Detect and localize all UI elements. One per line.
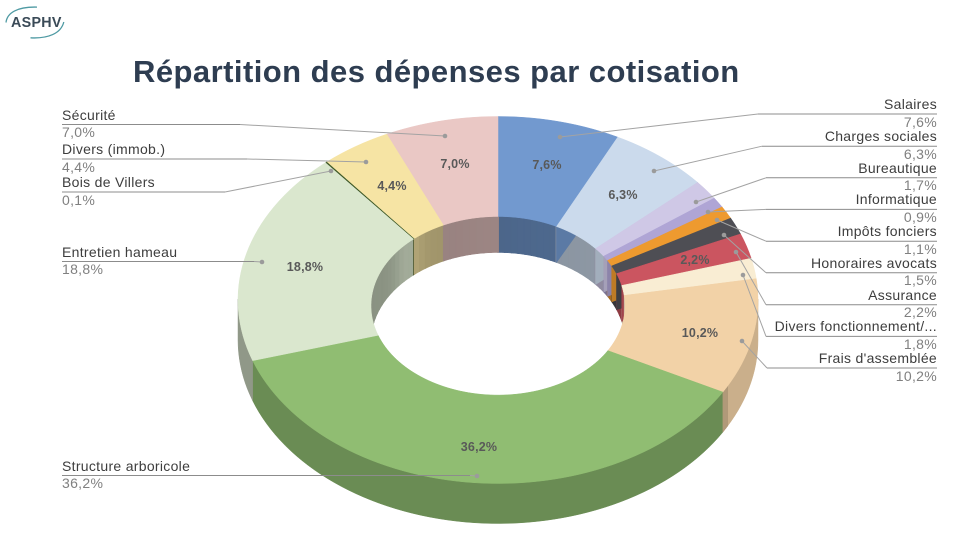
svg-text:ASPHV: ASPHV <box>11 15 62 31</box>
